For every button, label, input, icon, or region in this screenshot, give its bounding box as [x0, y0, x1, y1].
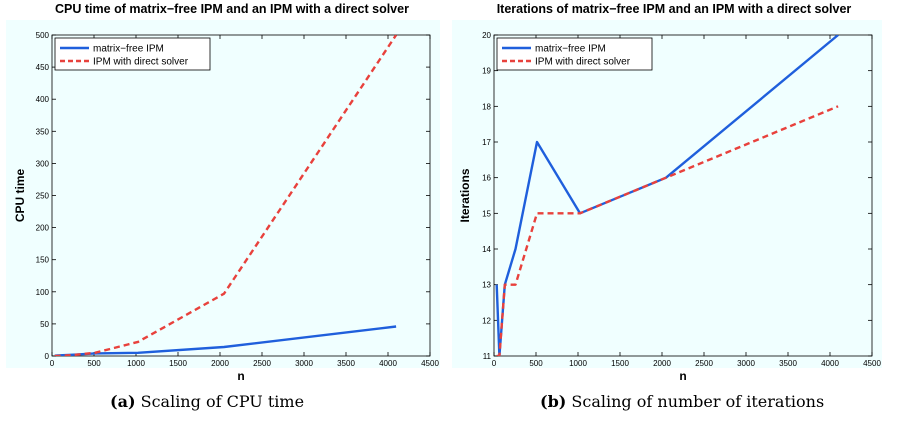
x-tick-label: 1500: [169, 359, 187, 368]
x-tick-label: 1000: [569, 359, 587, 368]
legend-label: matrix−free IPM: [535, 44, 606, 55]
y-tick-label: 17: [482, 138, 491, 147]
y-tick-label: 16: [482, 174, 491, 183]
chart-title: CPU time of matrix−free IPM and an IPM w…: [55, 2, 409, 16]
y-tick-label: 15: [482, 209, 491, 218]
chart-background: [452, 20, 882, 368]
chart-title: Iterations of matrix−free IPM and an IPM…: [497, 2, 852, 16]
y-tick-label: 19: [482, 67, 491, 76]
y-tick-label: 50: [40, 320, 49, 329]
x-tick-label: 500: [529, 359, 543, 368]
y-tick-label: 18: [482, 102, 491, 111]
y-tick-label: 100: [36, 288, 50, 297]
x-tick-label: 2000: [211, 359, 229, 368]
caption-b-tag: (b): [540, 392, 567, 411]
y-tick-label: 350: [36, 127, 50, 136]
x-tick-label: 3000: [295, 359, 313, 368]
legend-label: IPM with direct solver: [535, 57, 631, 68]
chart-cpu-time: CPU time of matrix−free IPM and an IPM w…: [6, 2, 440, 383]
series-line-direct-solver: [496, 105, 839, 356]
x-tick-label: 3000: [737, 359, 755, 368]
x-tick-label: 4000: [379, 359, 397, 368]
x-tick-label: 0: [50, 359, 55, 368]
y-tick-label: 300: [36, 159, 50, 168]
caption-b-text: Scaling of number of iterations: [571, 392, 825, 411]
caption-a-text: Scaling of CPU time: [140, 392, 305, 411]
chart-background: [6, 20, 440, 368]
x-tick-label: 1000: [127, 359, 145, 368]
y-tick-label: 500: [36, 31, 50, 40]
y-tick-label: 400: [36, 95, 50, 104]
x-tick-label: 3500: [779, 359, 797, 368]
y-tick-label: 0: [45, 352, 50, 361]
legend-box: [54, 37, 211, 71]
y-tick-label: 11: [483, 352, 492, 361]
x-axis-label: n: [237, 369, 244, 383]
y-axis-label: Iterations: [458, 168, 472, 222]
chart-iterations: Iterations of matrix−free IPM and an IPM…: [452, 2, 882, 383]
y-axis-label: CPU time: [13, 169, 27, 223]
y-tick-label: 20: [482, 31, 491, 40]
x-tick-label: 500: [87, 359, 101, 368]
y-tick-label: 12: [482, 316, 491, 325]
x-tick-label: 2500: [253, 359, 271, 368]
y-tick-label: 250: [36, 192, 50, 201]
x-tick-label: 2000: [653, 359, 671, 368]
legend-label: matrix−free IPM: [93, 44, 164, 55]
y-tick-label: 200: [36, 224, 50, 233]
caption-a-tag: (a): [110, 392, 136, 411]
x-tick-label: 4000: [821, 359, 839, 368]
x-axis-label: n: [679, 369, 686, 383]
x-tick-label: 1500: [611, 359, 629, 368]
legend-label: IPM with direct solver: [93, 57, 189, 68]
y-tick-label: 150: [36, 256, 50, 265]
legend: matrix−free IPM IPM with direct solver: [496, 37, 653, 71]
x-tick-label: 4500: [863, 359, 881, 368]
x-tick-label: 4500: [421, 359, 439, 368]
y-tick-label: 450: [36, 63, 50, 72]
caption-a: (a) Scaling of CPU time: [110, 392, 304, 411]
legend: matrix−free IPM IPM with direct solver: [54, 37, 211, 71]
y-tick-label: 14: [482, 245, 491, 254]
x-tick-label: 3500: [337, 359, 355, 368]
series-line-direct-solver: [54, 35, 398, 356]
caption-b: (b) Scaling of number of iterations: [540, 392, 824, 411]
plot-frame: [493, 34, 873, 357]
legend-box: [496, 37, 653, 71]
y-tick-label: 13: [482, 281, 491, 290]
x-tick-label: 2500: [695, 359, 713, 368]
x-tick-label: 0: [492, 359, 497, 368]
